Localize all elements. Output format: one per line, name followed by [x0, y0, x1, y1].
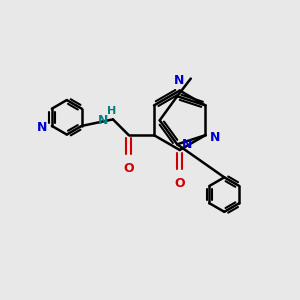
Text: N: N — [182, 138, 192, 151]
Text: N: N — [210, 131, 220, 144]
Text: N: N — [98, 114, 109, 128]
Text: N: N — [174, 74, 184, 87]
Text: O: O — [123, 162, 134, 175]
Text: N: N — [37, 121, 47, 134]
Text: O: O — [174, 177, 185, 190]
Text: H: H — [107, 106, 116, 116]
